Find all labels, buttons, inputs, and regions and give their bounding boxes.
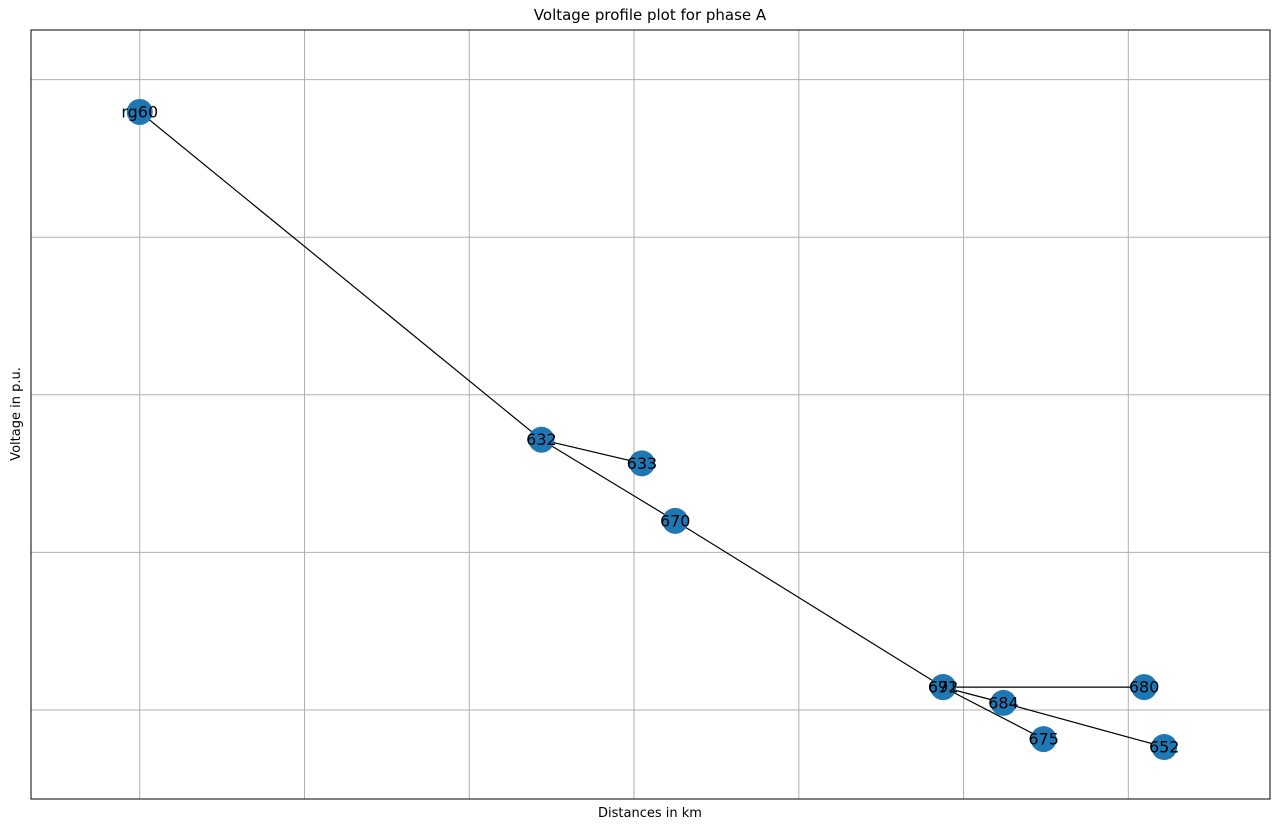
node-632 xyxy=(528,426,555,453)
y-axis-label: Voltage in p.u. xyxy=(9,367,24,461)
node-label-652: 652 xyxy=(1149,737,1180,756)
node-label-633: 633 xyxy=(627,454,658,473)
node-692 xyxy=(930,674,957,701)
edge-692-675 xyxy=(942,686,1044,740)
edges xyxy=(139,111,1165,748)
node-633 xyxy=(628,450,655,477)
node-label-670: 670 xyxy=(660,511,691,530)
x-axis-label: Distances in km xyxy=(598,806,702,821)
node-label-680: 680 xyxy=(1129,678,1160,697)
chart-title: Voltage profile plot for phase A xyxy=(534,6,767,24)
nodes xyxy=(126,98,1178,760)
edge-670-671 xyxy=(674,520,944,688)
edge-632-670 xyxy=(541,439,676,522)
edge-684-652 xyxy=(1003,702,1165,748)
node-label-671: 671 xyxy=(928,678,959,697)
node-670 xyxy=(662,507,689,534)
node-label-632: 632 xyxy=(526,430,557,449)
grid xyxy=(31,30,1270,799)
node-rg60 xyxy=(126,98,153,125)
node-label-675: 675 xyxy=(1028,730,1059,749)
node-label-rg60: rg60 xyxy=(121,102,158,121)
node-label-692: 692 xyxy=(928,678,959,697)
node-680 xyxy=(1131,674,1158,701)
node-684 xyxy=(990,689,1017,716)
plot-frame xyxy=(30,29,1271,800)
edge-632-633 xyxy=(541,439,643,464)
node-675 xyxy=(1030,726,1057,753)
node-label-684: 684 xyxy=(988,693,1019,712)
node-652 xyxy=(1151,733,1178,760)
edge-rg60-632 xyxy=(139,111,542,441)
